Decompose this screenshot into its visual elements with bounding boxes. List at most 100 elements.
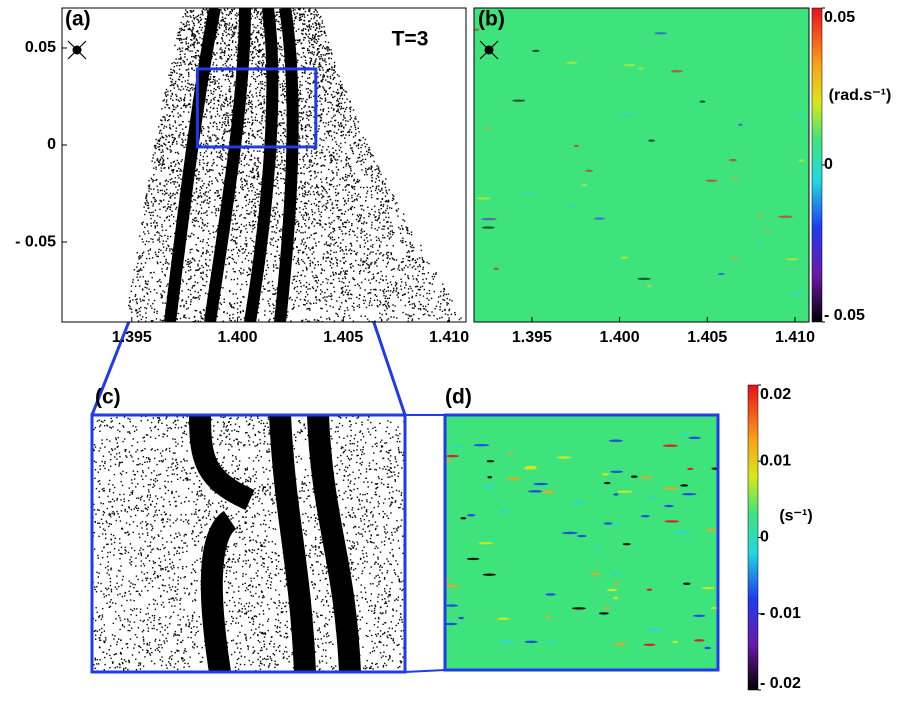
scatter-dot (348, 230, 350, 233)
scatter-dot (360, 281, 363, 284)
scatter-dot (301, 64, 303, 67)
scatter-dot (433, 290, 436, 293)
scatter-dot (354, 124, 356, 127)
scatter-dot (381, 313, 383, 316)
scatter-dot (419, 286, 422, 288)
scatter-dot (200, 317, 203, 319)
scatter-dot (251, 40, 254, 43)
scatter-dot (192, 296, 195, 298)
scatter-dot (329, 305, 331, 307)
scatter-dot (249, 170, 252, 172)
scatter-dot (366, 186, 368, 189)
scatter-dot (325, 257, 328, 259)
scatter-dot (200, 44, 202, 47)
scatter-dot (329, 162, 332, 164)
scatter-dot (169, 126, 171, 129)
scatter-dot (440, 290, 442, 293)
scatter-dot (151, 307, 153, 309)
scatter-dot (308, 216, 310, 219)
scatter-dot (369, 253, 371, 255)
scatter-dot (190, 277, 192, 279)
scatter-dot (264, 314, 266, 316)
scatter-dot (388, 207, 391, 209)
scatter-dot (314, 60, 317, 62)
scatter-dot (327, 70, 330, 72)
scatter-dot (308, 256, 310, 259)
scatter-dot (185, 126, 187, 128)
scatter-dot (274, 293, 276, 295)
scatter-dot (313, 267, 316, 269)
scatter-dot (351, 230, 354, 232)
scatter-dot (175, 98, 178, 101)
scatter-dot (312, 134, 315, 136)
scatter-dot (305, 191, 307, 194)
scatter-dot (215, 209, 217, 212)
scatter-dot (303, 55, 305, 58)
scatter-dot (192, 9, 195, 12)
scatter-dot (297, 172, 299, 175)
scatter-dot (373, 288, 375, 291)
scatter-dot (231, 253, 234, 256)
scatter-dot (411, 295, 413, 298)
scatter-dot (228, 80, 231, 82)
scatter-dot (148, 299, 150, 301)
scatter-dot (206, 9, 209, 12)
scatter-dot (406, 255, 408, 257)
scatter-dot (193, 320, 196, 322)
scatter-dot (251, 239, 253, 242)
scatter-dot (174, 80, 177, 83)
scatter-dot (233, 54, 236, 56)
scatter-dot (253, 175, 255, 178)
scatter-dot (181, 47, 184, 49)
scatter-dot (376, 192, 379, 194)
scatter-dot (256, 119, 259, 122)
scatter-dot (225, 93, 227, 95)
scatter-dot (309, 178, 312, 181)
scatter-dot (212, 125, 214, 128)
scatter-dot (237, 32, 239, 34)
scatter-dot (277, 43, 280, 45)
scatter-dot (320, 263, 322, 266)
scatter-dot (154, 209, 157, 212)
scatter-dot (162, 137, 165, 139)
scatter-dot (233, 302, 236, 305)
scatter-dot (368, 271, 371, 273)
scatter-dot (408, 260, 411, 262)
scatter-dot (358, 139, 360, 142)
scatter-dot (409, 264, 411, 266)
scatter-dot (234, 214, 236, 217)
scatter-dot (142, 221, 144, 223)
scatter-dot (261, 116, 263, 118)
scatter-dot (242, 130, 244, 133)
scatter-dot (233, 85, 235, 87)
scatter-dot (371, 154, 373, 156)
scatter-dot (204, 173, 207, 175)
scatter-dot (307, 257, 309, 259)
scatter-dot (193, 69, 195, 72)
scatter-dot (182, 316, 185, 318)
scatter-dot (297, 59, 299, 62)
scatter-dot (297, 41, 299, 44)
scatter-dot (215, 89, 217, 91)
scatter-dot (308, 183, 310, 185)
scatter-dot (164, 273, 166, 276)
scatter-dot (386, 263, 389, 265)
scatter-dot (293, 12, 295, 14)
scatter-dot (253, 135, 256, 138)
scatter-dot (306, 253, 308, 256)
scatter-dot (327, 244, 330, 246)
scatter-dot (372, 273, 374, 276)
scatter-dot (179, 317, 182, 320)
scatter-dot (170, 162, 172, 164)
scatter-dot (308, 105, 310, 108)
scatter-dot (422, 268, 424, 271)
scatter-dot (306, 155, 309, 157)
scatter-dot (392, 275, 394, 278)
scatter-dot (132, 279, 134, 281)
scatter-dot (307, 119, 310, 121)
scatter-dot (309, 259, 311, 262)
scatter-dot (371, 173, 373, 176)
scatter-dot (385, 253, 388, 255)
scatter-dot (244, 217, 247, 219)
scatter-dot (189, 95, 192, 97)
